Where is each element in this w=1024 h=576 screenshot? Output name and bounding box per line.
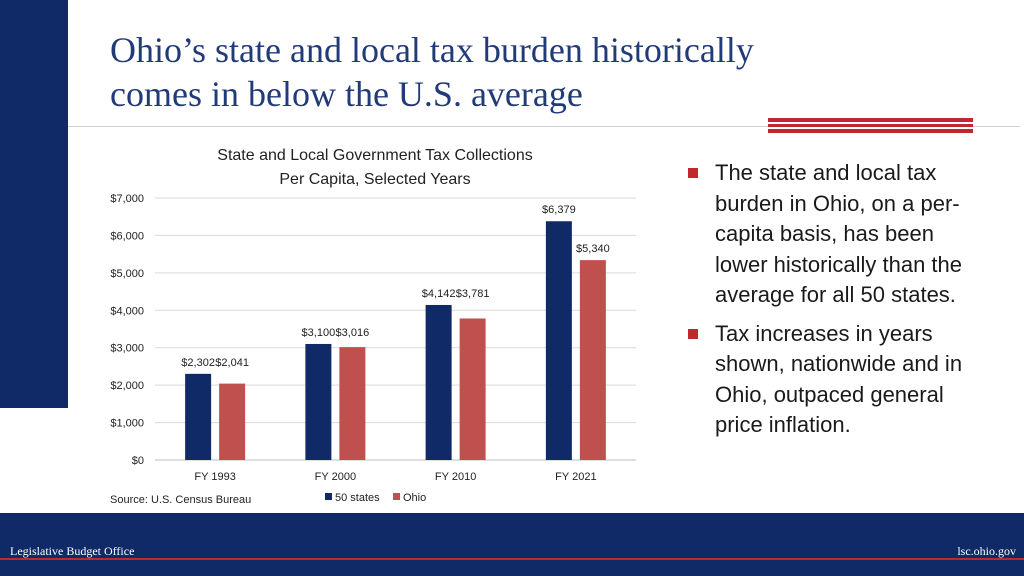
red-square-bullet-icon [688,168,698,178]
bar [219,383,246,460]
footer-organization: Legislative Budget Office [10,544,135,558]
x-tick-label: FY 2021 [555,471,596,483]
bar [545,221,572,460]
footer-red-line [0,558,1024,560]
chart-source-note: Source: U.S. Census Bureau [110,494,252,506]
x-tick-label: FY 2000 [315,471,356,483]
y-tick-label: $3,000 [110,343,144,355]
y-tick-label: $7,000 [110,193,144,205]
slide-title: Ohio’s state and local tax burden histor… [110,28,890,116]
data-label: $3,781 [456,288,490,300]
red-square-bullet-icon [688,328,698,339]
x-tick-label: FY 2010 [435,471,476,483]
y-tick-label: $4,000 [110,305,144,317]
bar [305,343,332,460]
data-label: $2,302 [181,357,215,369]
y-tick-label: $6,000 [110,230,144,242]
bar [579,260,606,460]
chart-title: State and Local Government Tax Collectio… [190,144,560,192]
data-label: $4,142 [422,288,456,300]
bullet-item-1: The state and local tax burden in Ohio, … [688,158,988,311]
bar [459,318,486,460]
bullet-text-2: Tax increases in years shown, nationwide… [715,320,963,438]
title-divider [42,126,1020,127]
bar [185,373,212,460]
title-divider-accent [42,126,68,128]
red-decorative-lines [768,118,973,133]
data-label: $3,016 [336,327,370,339]
legend-label: 50 states [335,492,380,504]
bullet-item-2: Tax increases in years shown, nationwide… [688,319,988,441]
slide-title-line-1: Ohio’s state and local tax burden histor… [110,30,754,70]
footer-bar [0,513,1024,576]
footer-website-link[interactable]: lsc.ohio.gov [957,544,1016,558]
chart-title-line-1: State and Local Government Tax Collectio… [217,147,533,164]
y-tick-label: $0 [132,455,144,467]
left-accent-bar [0,0,68,408]
data-label: $3,100 [302,327,336,339]
data-label: $6,379 [542,204,576,216]
bullet-list: The state and local tax burden in Ohio, … [688,158,988,449]
slide-title-line-2: comes in below the U.S. average [110,74,583,114]
legend-swatch [393,493,400,500]
data-label: $5,340 [576,243,610,255]
legend-label: Ohio [403,492,426,504]
y-tick-label: $1,000 [110,418,144,430]
chart-title-line-2: Per Capita, Selected Years [279,171,471,188]
bar [425,304,452,460]
bar [339,347,366,460]
y-tick-label: $2,000 [110,380,144,392]
bullet-text-1: The state and local tax burden in Ohio, … [715,160,963,307]
y-tick-label: $5,000 [110,268,144,280]
legend-swatch [325,493,332,500]
data-label: $2,041 [215,357,249,369]
x-tick-label: FY 1993 [194,471,235,483]
